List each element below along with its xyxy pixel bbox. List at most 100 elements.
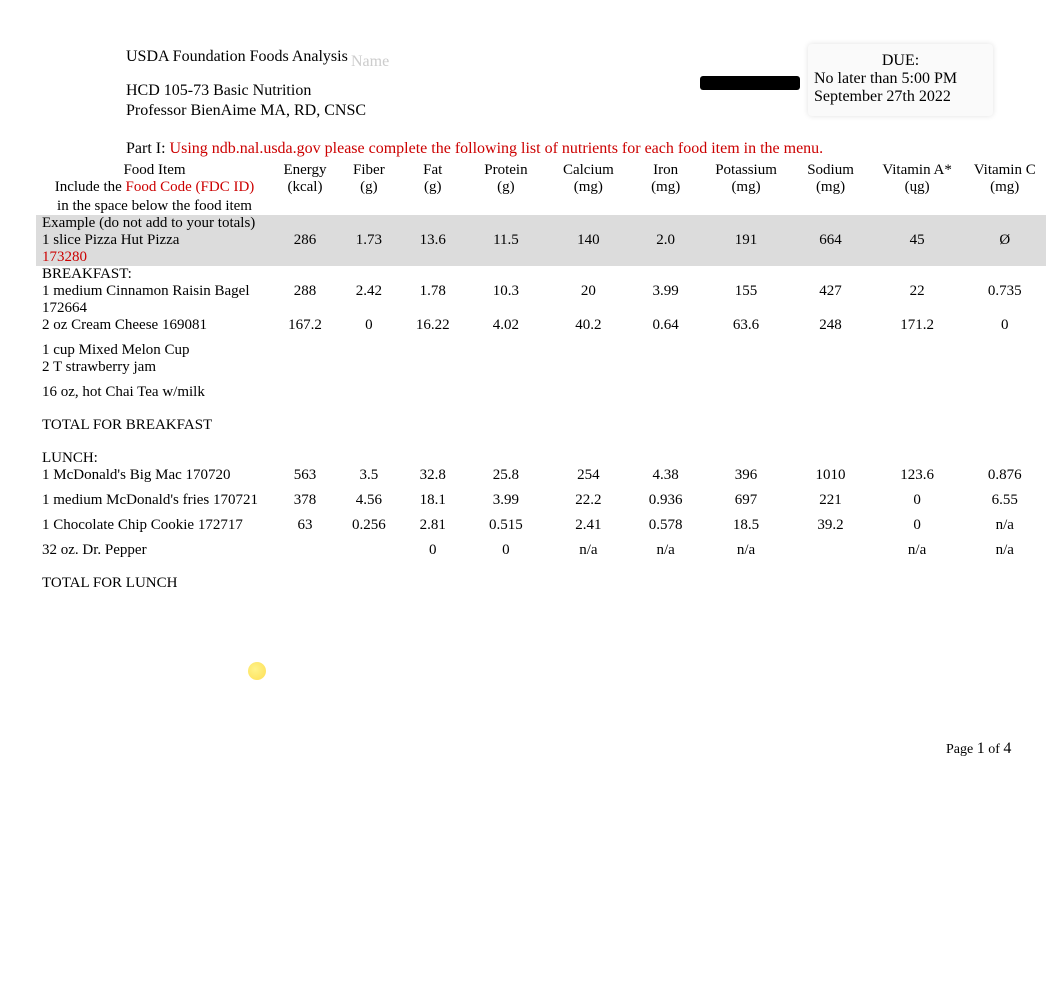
cell: 0 (401, 542, 465, 559)
table-row: 2 T strawberry jam (36, 359, 1046, 376)
table-row: 1 medium McDonald's fries 170721 378 4.5… (36, 492, 1046, 509)
cell: n/a (547, 542, 629, 559)
cell (273, 542, 337, 559)
cell: 563 (273, 467, 337, 484)
cell: 0.876 (963, 467, 1046, 484)
cell: 3.99 (630, 283, 702, 317)
food-include-prefix: Include the (55, 179, 126, 195)
example-fat: 13.6 (401, 215, 465, 266)
course-code: HCD 105-73 Basic Nutrition (126, 82, 366, 100)
name-label: Name (351, 53, 389, 71)
cell: 22 (871, 283, 964, 317)
cell: 123.6 (871, 467, 964, 484)
cell: 0.936 (630, 492, 702, 509)
col-header-vitamin-a: Vitamin A* (871, 160, 964, 179)
cell: 3.99 (465, 492, 547, 509)
cell: 22.2 (547, 492, 629, 509)
table-header-row: Food Item Energy Fiber Fat Protein Calci… (36, 160, 1046, 179)
example-potassium: 191 (702, 215, 791, 266)
doc-title: USDA Foundation Foods Analysis (126, 48, 366, 66)
cell (790, 542, 870, 559)
cell: n/a (871, 542, 964, 559)
table-row: 1 McDonald's Big Mac 170720 563 3.5 32.8… (36, 467, 1046, 484)
col-header-vitamin-c: Vitamin C (963, 160, 1046, 179)
page-current: 1 (977, 740, 985, 757)
cell: 2.81 (401, 517, 465, 534)
col-unit-food: Include the Food Code (FDC ID) (36, 179, 273, 198)
col-unit-vitamin-a: (ųg) (871, 179, 964, 198)
cell: 378 (273, 492, 337, 509)
due-label: DUE: (814, 52, 987, 70)
col-unit-energy: (kcal) (273, 179, 337, 198)
example-code: 173280 (42, 249, 269, 266)
col-header-fiber: Fiber (337, 160, 401, 179)
cell: 0 (871, 517, 964, 534)
cell: 18.5 (702, 517, 791, 534)
example-item: 1 slice Pizza Hut Pizza (42, 232, 269, 249)
cell: 6.55 (963, 492, 1046, 509)
part1-text: Using ndb.nal.usda.gov please complete t… (170, 140, 824, 157)
cell: 0.256 (337, 517, 401, 534)
cell: 248 (790, 317, 870, 334)
col-header-sodium: Sodium (790, 160, 870, 179)
example-row: Example (do not add to your totals) 1 sl… (36, 215, 1046, 266)
example-energy: 286 (273, 215, 337, 266)
lunch-label: LUNCH: (36, 450, 273, 467)
professor-name: Professor BienAime MA, RD, CNSC (126, 102, 366, 120)
cell: 697 (702, 492, 791, 509)
cell: 32.8 (401, 467, 465, 484)
food-item: 1 medium Cinnamon Raisin Bagel 172664 (36, 283, 273, 317)
col-header-potassium: Potassium (702, 160, 791, 179)
cell: 25.8 (465, 467, 547, 484)
breakfast-label-row: BREAKFAST: (36, 266, 1046, 283)
example-iron: 2.0 (630, 215, 702, 266)
col-header-iron: Iron (630, 160, 702, 179)
cell: 0.515 (465, 517, 547, 534)
document-page: USDA Foundation Foods Analysis HCD 105-7… (0, 0, 1062, 1006)
col-header-calcium: Calcium (547, 160, 629, 179)
highlight-dot-icon (248, 662, 266, 680)
cell: 4.38 (630, 467, 702, 484)
header-block: USDA Foundation Foods Analysis HCD 105-7… (126, 48, 366, 122)
cell: 16.22 (401, 317, 465, 334)
col-unit-iron: (mg) (630, 179, 702, 198)
col-unit-fat: (g) (401, 179, 465, 198)
cell: 10.3 (465, 283, 547, 317)
cell: 0.64 (630, 317, 702, 334)
page-of: of (988, 742, 1000, 757)
col-unit-vitamin-c: (mg) (963, 179, 1046, 198)
example-calcium: 140 (547, 215, 629, 266)
food-item: 2 T strawberry jam (36, 359, 273, 376)
cell: 288 (273, 283, 337, 317)
cell: 18.1 (401, 492, 465, 509)
cell: 0.735 (963, 283, 1046, 317)
col-header-protein: Protein (465, 160, 547, 179)
cell: 3.5 (337, 467, 401, 484)
page-total: 4 (1003, 740, 1011, 757)
food-item: 1 medium McDonald's fries 170721 (36, 492, 273, 509)
table-unit-row: Include the Food Code (FDC ID) (kcal) (g… (36, 179, 1046, 198)
table-row: 2 oz Cream Cheese 169081 167.2 0 16.22 4… (36, 317, 1046, 334)
cell: n/a (963, 542, 1046, 559)
redacted-name (700, 76, 800, 90)
due-line-1: No later than 5:00 PM (814, 70, 987, 88)
cell: 171.2 (871, 317, 964, 334)
col-unit-protein: (g) (465, 179, 547, 198)
cell: n/a (630, 542, 702, 559)
table-row: 1 cup Mixed Melon Cup (36, 342, 1046, 359)
cell (337, 542, 401, 559)
food-item: 2 oz Cream Cheese 169081 (36, 317, 273, 334)
col-sub-food: in the space below the food item (36, 198, 273, 215)
cell: 2.41 (547, 517, 629, 534)
cell: n/a (702, 542, 791, 559)
table-row: 32 oz. Dr. Pepper 0 0 n/a n/a n/a n/a n/… (36, 542, 1046, 559)
example-label: Example (do not add to your totals) (42, 215, 269, 232)
table-sub-row: in the space below the food item (36, 198, 1046, 215)
col-unit-fiber: (g) (337, 179, 401, 198)
table-row: 16 oz, hot Chai Tea w/milk (36, 384, 1046, 401)
cell: 0 (871, 492, 964, 509)
cell: 167.2 (273, 317, 337, 334)
example-cell: Example (do not add to your totals) 1 sl… (36, 215, 273, 266)
cell: 63.6 (702, 317, 791, 334)
food-item: 32 oz. Dr. Pepper (36, 542, 273, 559)
